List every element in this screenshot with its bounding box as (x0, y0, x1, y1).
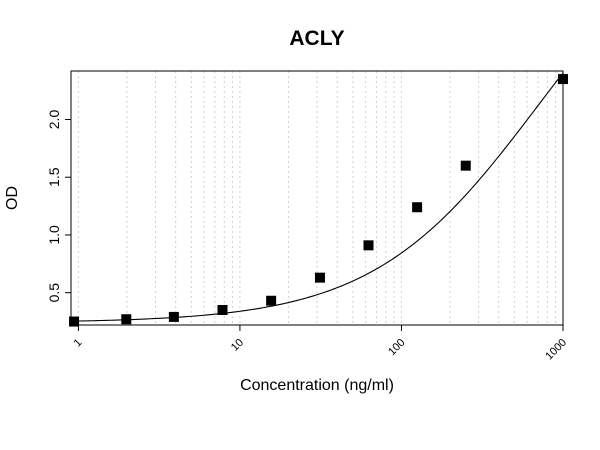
y-axis: 0.5 1.0 1.5 2.0 (46, 110, 71, 303)
data-point (217, 304, 228, 315)
y-tick-label: 2.0 (46, 110, 62, 130)
y-tick-label: 1.5 (46, 167, 62, 187)
y-axis-label: OD (4, 186, 21, 210)
data-points (69, 74, 568, 327)
fit-curve (74, 72, 564, 322)
x-tick-label: 100 (386, 337, 407, 358)
x-tick-label: 1000 (543, 337, 569, 363)
data-point (412, 202, 423, 213)
y-tick-label: 0.5 (46, 283, 62, 303)
data-point (266, 295, 277, 306)
data-point (460, 160, 471, 171)
y-tick-label: 1.0 (46, 225, 62, 245)
x-axis-label: Concentration (ng/ml) (240, 377, 394, 394)
data-point (363, 240, 374, 251)
grid-lines (77, 71, 564, 325)
plot-frame (70, 70, 564, 326)
data-point (558, 74, 568, 85)
data-point (69, 316, 80, 327)
x-axis: 1 10 100 1000 (72, 325, 569, 362)
x-tick-label: 1 (72, 337, 85, 350)
data-point (121, 314, 132, 325)
chart-title: ACLY (289, 27, 344, 50)
data-point (168, 311, 179, 322)
x-tick-label: 10 (229, 337, 246, 354)
data-point (314, 272, 325, 283)
